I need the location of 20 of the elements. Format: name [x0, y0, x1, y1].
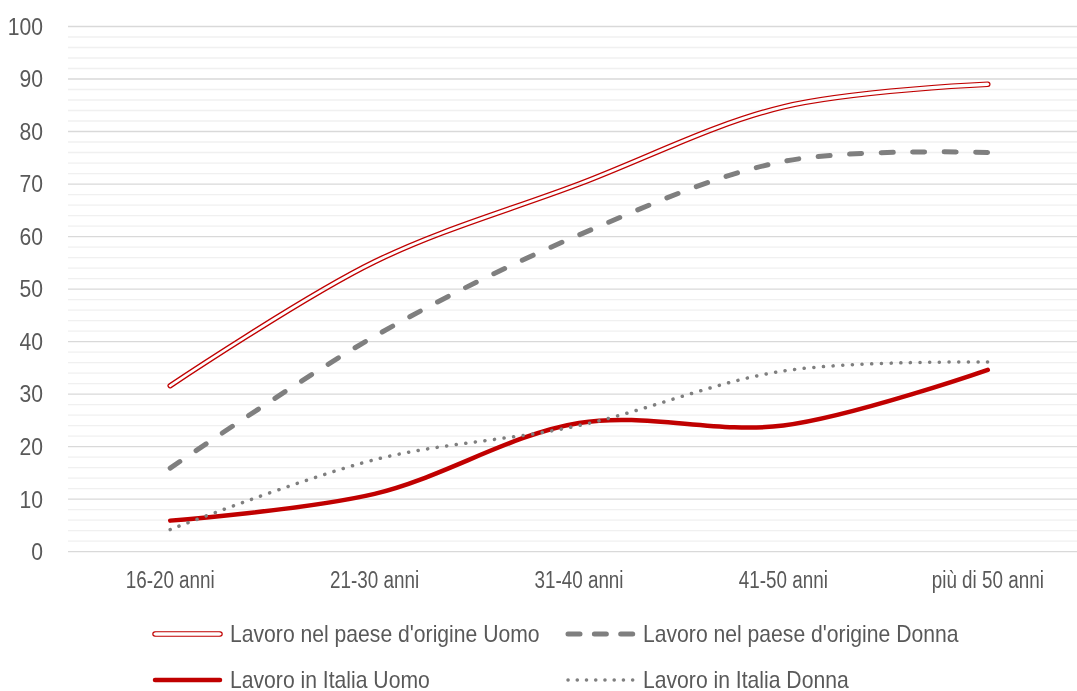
y-tick-label: 100 [7, 13, 43, 41]
y-tick-label: 90 [19, 66, 43, 93]
x-tick-label: più di 50 anni [931, 567, 1044, 593]
y-tick-label: 10 [19, 486, 43, 513]
x-tick-label: 31-40 anni [534, 567, 624, 593]
legend-label: Lavoro nel paese d'origine Donna [643, 621, 960, 648]
legend-label: Lavoro in Italia Uomo [230, 667, 430, 691]
legend-label: Lavoro in Italia Donna [643, 667, 850, 691]
y-tick-label: 70 [19, 171, 43, 198]
y-tick-label: 40 [19, 328, 43, 356]
x-tick-label: 21-30 anni [330, 567, 420, 593]
x-tick-label: 16-20 anni [125, 567, 215, 593]
y-tick-label: 80 [19, 118, 43, 146]
y-tick-label: 30 [19, 381, 43, 408]
y-tick-label: 60 [19, 223, 43, 251]
x-tick-label: 41-50 anni [738, 567, 828, 593]
y-tick-label: 0 [31, 538, 43, 566]
legend-label: Lavoro nel paese d'origine Uomo [230, 621, 540, 648]
y-tick-label: 20 [19, 433, 43, 461]
y-tick-label: 50 [19, 276, 43, 303]
